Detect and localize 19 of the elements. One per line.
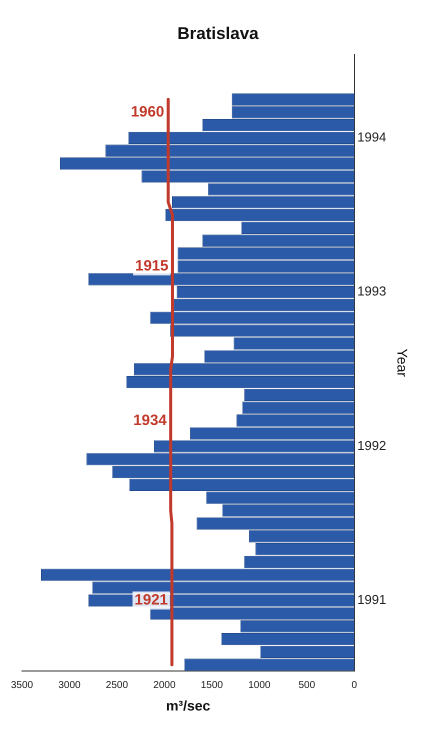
y-tick-label: 1994 xyxy=(357,130,386,145)
x-tick-label: 0 xyxy=(352,680,358,691)
chart-title: Bratislava xyxy=(177,24,260,43)
data-label: 1934 xyxy=(133,412,168,429)
y-tick-label: 1993 xyxy=(357,284,386,299)
x-tick-label: 3000 xyxy=(58,680,82,691)
y-axis-title: Year xyxy=(394,348,411,378)
data-label: 1960 xyxy=(130,103,164,120)
x-tick-label: 500 xyxy=(298,680,316,691)
x-tick-label: 1500 xyxy=(200,680,224,691)
data-label: 1915 xyxy=(135,258,168,275)
y-tick-label: 1992 xyxy=(357,438,386,453)
x-tick-label: 2500 xyxy=(106,680,128,691)
y-tick-label: 1991 xyxy=(357,592,386,608)
x-tick-label: 3500 xyxy=(10,680,34,691)
x-tick-label: 1000 xyxy=(248,680,271,691)
data-label: 1921 xyxy=(134,592,168,609)
x-axis-title: m³/sec xyxy=(166,697,211,714)
x-tick-label: 2000 xyxy=(153,680,176,691)
